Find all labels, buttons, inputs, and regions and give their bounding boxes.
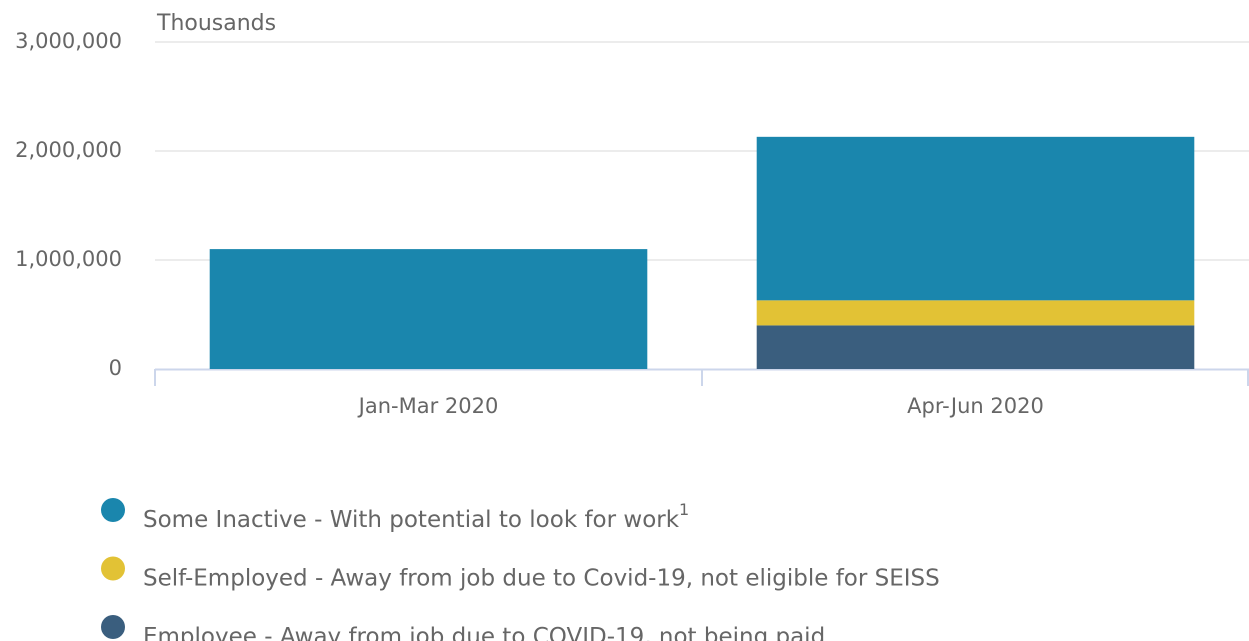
y-tick-label: 0 bbox=[109, 356, 122, 380]
legend-text: Self-Employed - Away from job due to Cov… bbox=[143, 565, 940, 591]
legend-footnote: 1 bbox=[679, 500, 689, 519]
legend-label: Self-Employed - Away from job due to Cov… bbox=[143, 565, 940, 591]
legend-text: Employee - Away from job due to COVID-19… bbox=[143, 624, 825, 641]
legend-marker bbox=[101, 615, 125, 639]
legend-marker bbox=[101, 498, 125, 522]
legend-label: Employee - Away from job due to COVID-19… bbox=[143, 624, 825, 641]
x-tick-label: Jan-Mar 2020 bbox=[357, 394, 499, 418]
bar-segment bbox=[756, 136, 1195, 301]
y-tick-label: 2,000,000 bbox=[15, 138, 122, 162]
legend-marker bbox=[101, 556, 125, 581]
y-tick-label: 3,000,000 bbox=[15, 29, 122, 53]
y-tick-label: 1,000,000 bbox=[15, 247, 122, 271]
x-tick-label: Apr-Jun 2020 bbox=[907, 394, 1044, 418]
bar-segment bbox=[756, 325, 1195, 369]
bar-segment bbox=[756, 300, 1195, 326]
y-axis-label: Thousands bbox=[156, 11, 276, 36]
legend-text: Some Inactive - With potential to look f… bbox=[143, 507, 680, 533]
legend-label: Some Inactive - With potential to look f… bbox=[143, 500, 689, 533]
bar-segment bbox=[209, 249, 648, 369]
